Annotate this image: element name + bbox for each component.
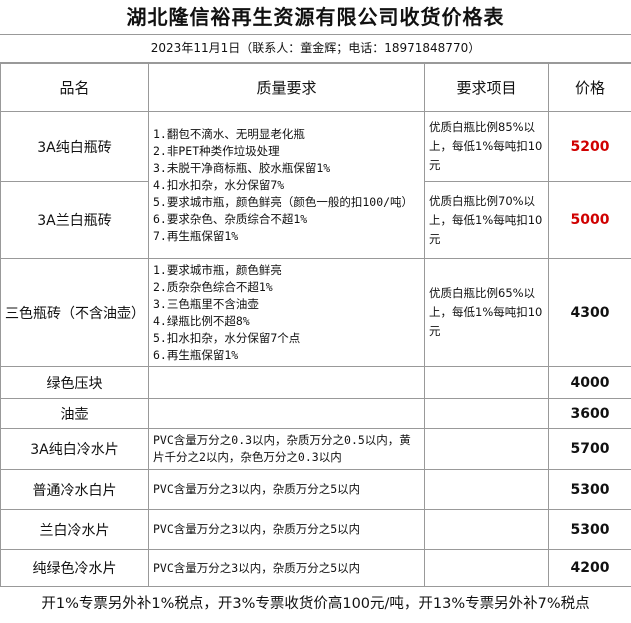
- product-name: 绿色压块: [0, 366, 149, 399]
- quality-item: 4.扣水扣杂，水分保留7%: [153, 177, 285, 192]
- table-row: 绿色压块 4000: [0, 366, 631, 399]
- quality-cell: [148, 398, 425, 429]
- footer-note: 开1%专票另外补1%税点，开3%专票收货价高100元/吨，开13%专票另外补7%…: [41, 596, 590, 612]
- quality-item: 3.未脱干净商标瓶、胶水瓶保留1%: [153, 160, 331, 175]
- column-header: 品名: [0, 63, 149, 112]
- quality-item: PVC含量万分之0.3以内，杂质万分之0.5以内，黄片千分之2以内，杂色万分之0…: [153, 433, 411, 464]
- table-row: 3A纯白瓶砖 1.翻包不滴水、无明显老化瓶 2.非PET种类作垃圾处理 3.未脱干净商…: [0, 111, 631, 259]
- requirement-cell: 优质白瓶比例70%以上，每低1%每吨扣10元: [424, 181, 549, 259]
- requirement-cell: [424, 398, 549, 429]
- table-row: 兰白冷水片 PVC含量万分之3以内，杂质万分之5以内 5300: [0, 509, 631, 550]
- quality-item: 1.翻包不滴水、无明显老化瓶: [153, 126, 305, 141]
- quality-cell: PVC含量万分之3以内，杂质万分之5以内: [148, 549, 425, 587]
- quality-item: PVC含量万分之3以内，杂质万分之5以内: [153, 560, 361, 575]
- requirement-text: 优质白瓶比例85%以上，每低1%每吨扣10元: [429, 120, 543, 172]
- price: 5000: [548, 181, 631, 259]
- table-row: 纯绿色冷水片 PVC含量万分之3以内，杂质万分之5以内 4200: [0, 549, 631, 587]
- product-name: 三色瓶砖（不含油壶）: [0, 258, 149, 367]
- quality-item: 2.质杂杂色综合不超1%: [153, 279, 273, 294]
- quality-cell: 1.翻包不滴水、无明显老化瓶 2.非PET种类作垃圾处理 3.未脱干净商标瓶、胶水瓶…: [148, 111, 425, 259]
- table-row: 普通冷水白片 PVC含量万分之3以内，杂质万分之5以内 5300: [0, 469, 631, 510]
- quality-cell: PVC含量万分之3以内，杂质万分之5以内: [148, 469, 425, 510]
- quality-item: 6.再生瓶保留1%: [153, 347, 239, 362]
- product-name: 3A纯白瓶砖: [0, 111, 149, 182]
- table-row: 油壶 3600: [0, 398, 631, 429]
- requirement-cell: [424, 509, 549, 550]
- price: 4300: [548, 258, 631, 367]
- requirement-cell: [424, 469, 549, 510]
- quality-item: 7.再生瓶保留1%: [153, 228, 239, 243]
- product-name: 兰白冷水片: [0, 509, 149, 550]
- product-name: 普通冷水白片: [0, 469, 149, 510]
- quality-cell: [148, 366, 425, 399]
- price: 3600: [548, 398, 631, 429]
- quality-cell: 1.要求城市瓶，颜色鲜亮 2.质杂杂色综合不超1% 3.三色瓶里不含油壶 4.绿瓶比例…: [148, 258, 425, 367]
- quality-item: 1.要求城市瓶，颜色鲜亮: [153, 262, 282, 277]
- table-row: 3A纯白冷水片 PVC含量万分之0.3以内，杂质万分之0.5以内，黄片千分之2以内…: [0, 428, 631, 470]
- quality-item: PVC含量万分之3以内，杂质万分之5以内: [153, 482, 361, 496]
- quality-item: 4.绿瓶比例不超8%: [153, 313, 250, 328]
- requirement-cell: [424, 549, 549, 587]
- column-header: 价格: [548, 63, 631, 112]
- subtitle: 2023年11月1日（联系人：童金辉；电话：18971848770）: [0, 35, 631, 63]
- product-name: 油壶: [0, 398, 149, 429]
- column-header: 质量要求: [148, 63, 425, 112]
- table-row: 三色瓶砖（不含油壶） 1.要求城市瓶，颜色鲜亮 2.质杂杂色综合不超1% 3.三色瓶里…: [0, 258, 631, 367]
- quality-item: 5.扣水扣杂，水分保留7个点: [153, 330, 301, 345]
- requirement-text: 优质白瓶比例70%以上，每低1%每吨扣10元: [429, 193, 543, 246]
- quality-item: 3.三色瓶里不含油壶: [153, 296, 259, 311]
- price-table: 品名 质量要求 要求项目 价格 3A纯白瓶砖 1.翻包不滴水、无明显老化瓶 2.非PET种…: [0, 63, 631, 587]
- requirement-text: 优质白瓶比例65%以上，每低1%每吨扣10元: [429, 286, 543, 338]
- price: 5300: [548, 469, 631, 510]
- product-name: 纯绿色冷水片: [0, 549, 149, 587]
- product-name: 3A兰白瓶砖: [0, 181, 149, 259]
- product-name: 3A纯白冷水片: [0, 428, 149, 470]
- table-body: 3A纯白瓶砖 1.翻包不滴水、无明显老化瓶 2.非PET种类作垃圾处理 3.未脱干净商…: [0, 111, 631, 587]
- quality-cell: PVC含量万分之0.3以内，杂质万分之0.5以内，黄片千分之2以内，杂色万分之0…: [148, 428, 425, 470]
- requirement-cell: [424, 366, 549, 399]
- price: 5700: [548, 428, 631, 470]
- table-row: 3A兰白瓶砖 优质白瓶比例70%以上，每低1%每吨扣10元 5000: [0, 181, 631, 259]
- quality-item: 6.要求杂色、杂质综合不超1%: [153, 211, 308, 226]
- quality-item: PVC含量万分之3以内，杂质万分之5以内: [153, 522, 361, 536]
- price: 4200: [548, 549, 631, 587]
- price: 5300: [548, 509, 631, 550]
- requirement-cell: 优质白瓶比例65%以上，每低1%每吨扣10元: [424, 258, 549, 367]
- requirement-cell: 优质白瓶比例85%以上，每低1%每吨扣10元: [424, 111, 549, 182]
- column-header: 要求项目: [424, 63, 549, 112]
- requirement-cell: [424, 428, 549, 470]
- price: 4000: [548, 366, 631, 399]
- header-row: 品名 质量要求 要求项目 价格: [0, 63, 631, 112]
- price: 5200: [548, 111, 631, 182]
- quality-item: 5.要求城市瓶，颜色鲜亮（颜色一般的扣100/吨）: [153, 194, 414, 209]
- title: 湖北隆信裕再生资源有限公司收货价格表: [0, 0, 631, 35]
- quality-item: 2.非PET种类作垃圾处理: [153, 143, 280, 158]
- quality-cell: PVC含量万分之3以内，杂质万分之5以内: [148, 509, 425, 550]
